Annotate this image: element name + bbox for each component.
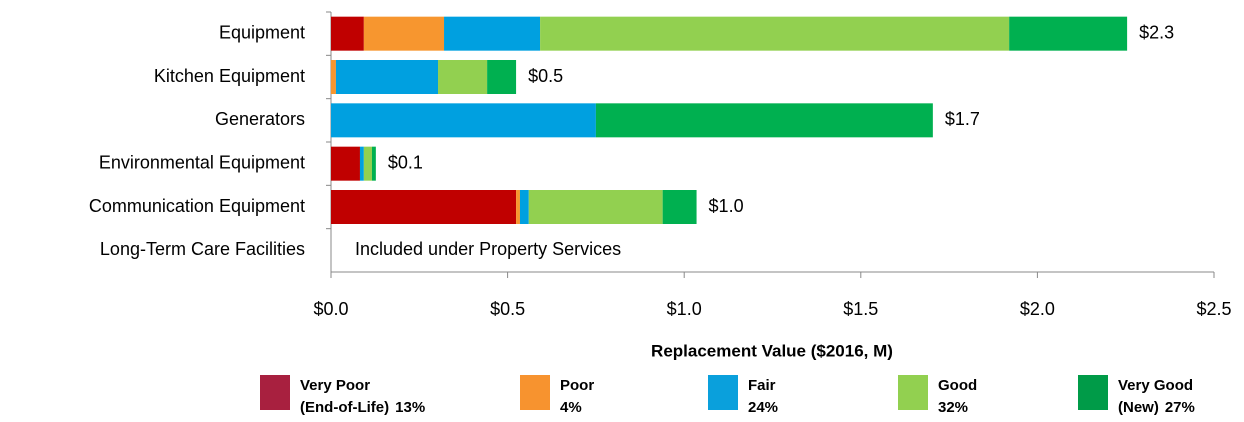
bar-segment xyxy=(335,60,439,94)
bar-segment xyxy=(359,146,364,181)
y-tick-label: Kitchen Equipment xyxy=(154,66,305,86)
y-tick-label: Environmental Equipment xyxy=(99,152,305,172)
total-label: $1.0 xyxy=(709,196,744,216)
total-label: $0.1 xyxy=(388,152,423,172)
bar-segment xyxy=(438,60,488,94)
bar-segment xyxy=(363,16,445,51)
x-tick-label: $2.0 xyxy=(1020,299,1055,319)
legend-swatch xyxy=(260,375,290,410)
bar-segment xyxy=(331,146,360,181)
bar-segment xyxy=(1009,16,1128,51)
x-tick-label: $2.5 xyxy=(1196,299,1231,319)
legend-label: Good xyxy=(938,377,977,394)
total-label: $0.5 xyxy=(528,66,563,86)
legend-label: Very Good (New) xyxy=(1118,377,1193,416)
bar-segment xyxy=(444,16,541,51)
legend-swatch xyxy=(708,375,738,410)
legend-share: 4% xyxy=(560,399,582,416)
bar-segment xyxy=(363,146,372,181)
y-tick-label: Long-Term Care Facilities xyxy=(100,239,305,259)
legend-label: Fair xyxy=(748,377,776,394)
y-tick-label: Communication Equipment xyxy=(89,196,305,216)
bar-segment xyxy=(331,16,364,51)
x-tick-label: $0.5 xyxy=(490,299,525,319)
bar-segment xyxy=(371,146,376,181)
legend-share: 13% xyxy=(395,399,425,416)
x-tick-label: $0.0 xyxy=(313,299,348,319)
legend-label: Poor xyxy=(560,377,594,394)
legend-share: 27% xyxy=(1165,399,1195,416)
bar-segment xyxy=(662,190,697,224)
total-label: $1.7 xyxy=(945,109,980,129)
legend-swatch xyxy=(1078,375,1108,410)
x-tick-label: $1.5 xyxy=(843,299,878,319)
x-axis-title: Replacement Value ($2016, M) xyxy=(651,341,893,360)
legend-share: 24% xyxy=(748,399,778,416)
legend-share: 32% xyxy=(938,399,968,416)
bar-segment xyxy=(331,60,336,94)
y-tick-label: Generators xyxy=(215,109,305,129)
total-label: $2.3 xyxy=(1139,22,1174,42)
legend-swatch xyxy=(898,375,928,410)
bar-segment xyxy=(528,190,663,224)
bar-segment xyxy=(540,16,1010,51)
bar-segment xyxy=(595,103,933,138)
bar-segment xyxy=(516,190,520,224)
legend-swatch xyxy=(520,375,550,410)
bar-segment xyxy=(331,190,517,224)
legend-label: Very Poor (End-of-Life) xyxy=(300,377,389,416)
x-tick-label: $1.0 xyxy=(667,299,702,319)
bar-segment xyxy=(331,103,596,138)
y-tick-label: Equipment xyxy=(219,22,305,42)
bar-segment xyxy=(487,60,517,94)
bar-segment xyxy=(519,190,529,224)
annotation: Included under Property Services xyxy=(355,239,621,259)
